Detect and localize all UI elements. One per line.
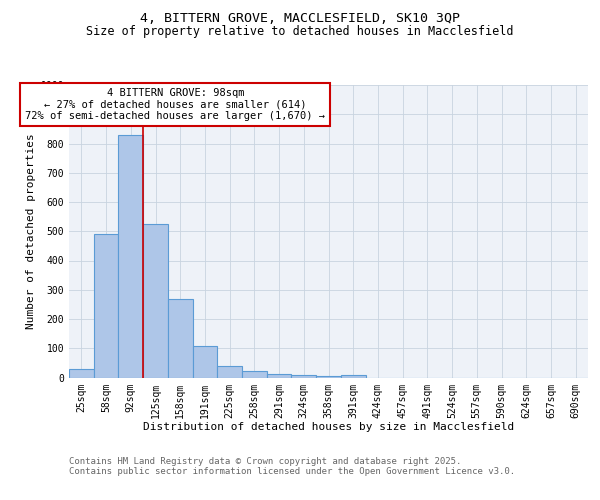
Text: 4, BITTERN GROVE, MACCLESFIELD, SK10 3QP: 4, BITTERN GROVE, MACCLESFIELD, SK10 3QP	[140, 12, 460, 26]
Bar	[242, 371, 267, 378]
Bar	[341, 375, 365, 378]
Bar	[143, 224, 168, 378]
Bar	[193, 346, 217, 378]
Bar	[168, 298, 193, 378]
Text: 4 BITTERN GROVE: 98sqm
← 27% of detached houses are smaller (614)
72% of semi-de: 4 BITTERN GROVE: 98sqm ← 27% of detached…	[25, 88, 325, 121]
Bar	[267, 374, 292, 378]
Y-axis label: Number of detached properties: Number of detached properties	[26, 134, 37, 329]
Bar	[118, 134, 143, 378]
Text: Size of property relative to detached houses in Macclesfield: Size of property relative to detached ho…	[86, 25, 514, 38]
X-axis label: Distribution of detached houses by size in Macclesfield: Distribution of detached houses by size …	[143, 422, 514, 432]
Text: Contains public sector information licensed under the Open Government Licence v3: Contains public sector information licen…	[69, 468, 515, 476]
Bar	[316, 376, 341, 378]
Bar	[217, 366, 242, 378]
Text: Contains HM Land Registry data © Crown copyright and database right 2025.: Contains HM Land Registry data © Crown c…	[69, 458, 461, 466]
Bar	[69, 370, 94, 378]
Bar	[94, 234, 118, 378]
Bar	[292, 375, 316, 378]
